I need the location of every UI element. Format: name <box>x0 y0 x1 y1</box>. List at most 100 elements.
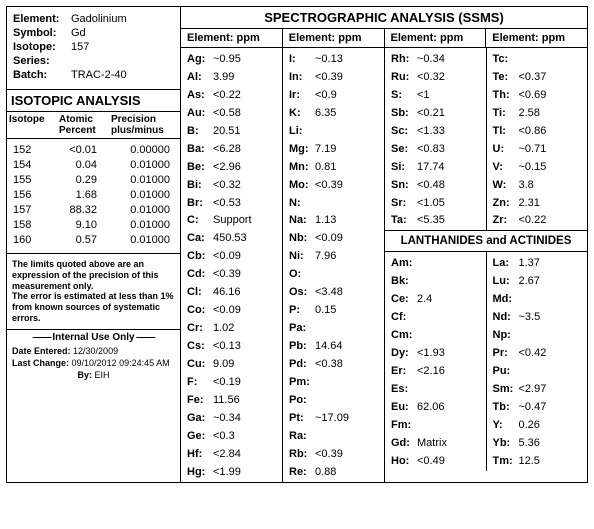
element-value: ~0.47 <box>519 400 585 416</box>
element-symbol: Pt: <box>289 411 315 427</box>
element-value <box>315 196 381 212</box>
element-symbol: Yb: <box>493 436 519 452</box>
element-symbol: In: <box>289 70 315 86</box>
element-row: Sb:<0.21 <box>385 105 486 123</box>
element-value: 12.5 <box>519 454 585 470</box>
element-value <box>417 274 483 290</box>
isotope-row: 1540.040.01000 <box>9 159 178 171</box>
ssms-col-1: Ag:~0.95Al:3.99As:<0.22Au:<0.58B:20.51Ba… <box>181 48 283 482</box>
element-symbol: Be: <box>187 160 213 176</box>
element-symbol: Fm: <box>391 418 417 434</box>
left-column: Element:Gadolinium Symbol:Gd Isotope:157… <box>7 7 181 482</box>
iso-col-isotope: Isotope <box>7 112 57 138</box>
element-row: Po: <box>283 392 384 410</box>
element-symbol: Cs: <box>187 339 213 355</box>
element-value: 3.8 <box>519 178 585 194</box>
element-row: Cf: <box>385 309 486 327</box>
element-symbol: Zn: <box>493 196 519 212</box>
element-value: <0.53 <box>213 196 279 212</box>
isotope-row: 1550.290.01000 <box>9 174 178 186</box>
element-row: Ba:<6.28 <box>181 141 282 159</box>
element-value: <0.39 <box>315 447 381 463</box>
date-entered-value: 12/30/2009 <box>73 346 118 356</box>
element-row: Gd:Matrix <box>385 435 486 453</box>
element-row: Ho:<0.49 <box>385 453 486 471</box>
element-row: Th:<0.69 <box>487 87 588 105</box>
element-row: Zn:2.31 <box>487 195 588 213</box>
element-value: ~3.5 <box>519 310 585 326</box>
element-value <box>315 321 381 337</box>
element-symbol: U: <box>493 142 519 158</box>
element-row: Pm: <box>283 374 384 392</box>
element-row: V:~0.15 <box>487 159 588 177</box>
element-row: Es: <box>385 381 486 399</box>
element-value: <1.33 <box>417 124 483 140</box>
element-value <box>417 328 483 344</box>
element-symbol: Tm: <box>493 454 519 470</box>
element-row: Hf:<2.84 <box>181 446 282 464</box>
element-row: Li: <box>283 123 384 141</box>
element-value: <0.09 <box>213 303 279 319</box>
isotope-cell: 88.32 <box>57 204 105 216</box>
element-value: 450.53 <box>213 231 279 247</box>
element-symbol: I: <box>289 52 315 68</box>
element-row: Pt:~17.09 <box>283 410 384 428</box>
iso-col-precision: Precision plus/minus <box>109 112 180 138</box>
isotope-cell: 158 <box>9 219 57 231</box>
ssms-col-2: I:~0.13In:<0.39Ir:<0.9K:6.35Li:Mg:7.19Mn… <box>283 48 385 482</box>
ssms-col-34-top: Rh:~0.34Ru:<0.32S:<1Sb:<0.21Sc:<1.33Se:<… <box>385 48 587 230</box>
note-line1: The limits quoted above are an expressio… <box>12 259 159 291</box>
isotope-cell: 0.29 <box>57 174 105 186</box>
element-symbol: Cb: <box>187 249 213 265</box>
isotopic-col-headers: Isotope Atomic Percent Precision plus/mi… <box>7 112 180 139</box>
element-row: Be:<2.96 <box>181 159 282 177</box>
element-value: <0.58 <box>213 106 279 122</box>
element-row: O: <box>283 266 384 284</box>
element-value: <2.16 <box>417 364 483 380</box>
element-row: Er:<2.16 <box>385 363 486 381</box>
isotope-row: 15788.320.01000 <box>9 204 178 216</box>
ssms-col-4: Tc:Te:<0.37Th:<0.69Ti:2.58Tl:<0.86U:~0.7… <box>487 48 588 230</box>
top-row: Element:Gadolinium Symbol:Gd Isotope:157… <box>7 7 587 482</box>
element-symbol: Pu: <box>493 364 519 380</box>
isotope-cell: 0.00000 <box>105 144 178 156</box>
element-value: 7.19 <box>315 142 381 158</box>
element-value: <0.21 <box>417 106 483 122</box>
element-symbol: Br: <box>187 196 213 212</box>
element-row: Au:<0.58 <box>181 105 282 123</box>
element-row: La:1.37 <box>487 255 588 273</box>
element-value: 2.67 <box>519 274 585 290</box>
element-value <box>315 124 381 140</box>
element-value: <0.83 <box>417 142 483 158</box>
element-value <box>315 429 381 445</box>
element-symbol: Te: <box>493 70 519 86</box>
element-value: <0.13 <box>213 339 279 355</box>
element-symbol: Re: <box>289 465 315 481</box>
element-value: <0.49 <box>417 454 483 470</box>
element-row: Si:17.74 <box>385 159 486 177</box>
element-row: C:Support <box>181 212 282 230</box>
precision-note: The limits quoted above are an expressio… <box>7 253 180 329</box>
element-label: Element: <box>13 13 71 25</box>
element-value: 0.15 <box>315 303 381 319</box>
ssms-col-headers: Element: ppm Element: ppm Element: ppm E… <box>181 29 587 48</box>
element-symbol: Cm: <box>391 328 417 344</box>
element-row: Y:0.26 <box>487 417 588 435</box>
element-symbol: Os: <box>289 285 315 301</box>
element-row: P:0.15 <box>283 302 384 320</box>
element-symbol: Rh: <box>391 52 417 68</box>
element-symbol: Sc: <box>391 124 417 140</box>
element-row: Eu:62.06 <box>385 399 486 417</box>
element-symbol: Th: <box>493 88 519 104</box>
element-row: Ce:2.4 <box>385 291 486 309</box>
element-row: Mo:<0.39 <box>283 177 384 195</box>
element-symbol: Dy: <box>391 346 417 362</box>
element-symbol: Si: <box>391 160 417 176</box>
element-symbol: As: <box>187 88 213 104</box>
element-row: Lu:2.67 <box>487 273 588 291</box>
last-change-row: Last Change: 09/10/2012 09:24:45 AM <box>7 357 180 369</box>
element-symbol: Pr: <box>493 346 519 362</box>
element-value: 0.81 <box>315 160 381 176</box>
element-value: <0.22 <box>213 88 279 104</box>
element-symbol: Se: <box>391 142 417 158</box>
